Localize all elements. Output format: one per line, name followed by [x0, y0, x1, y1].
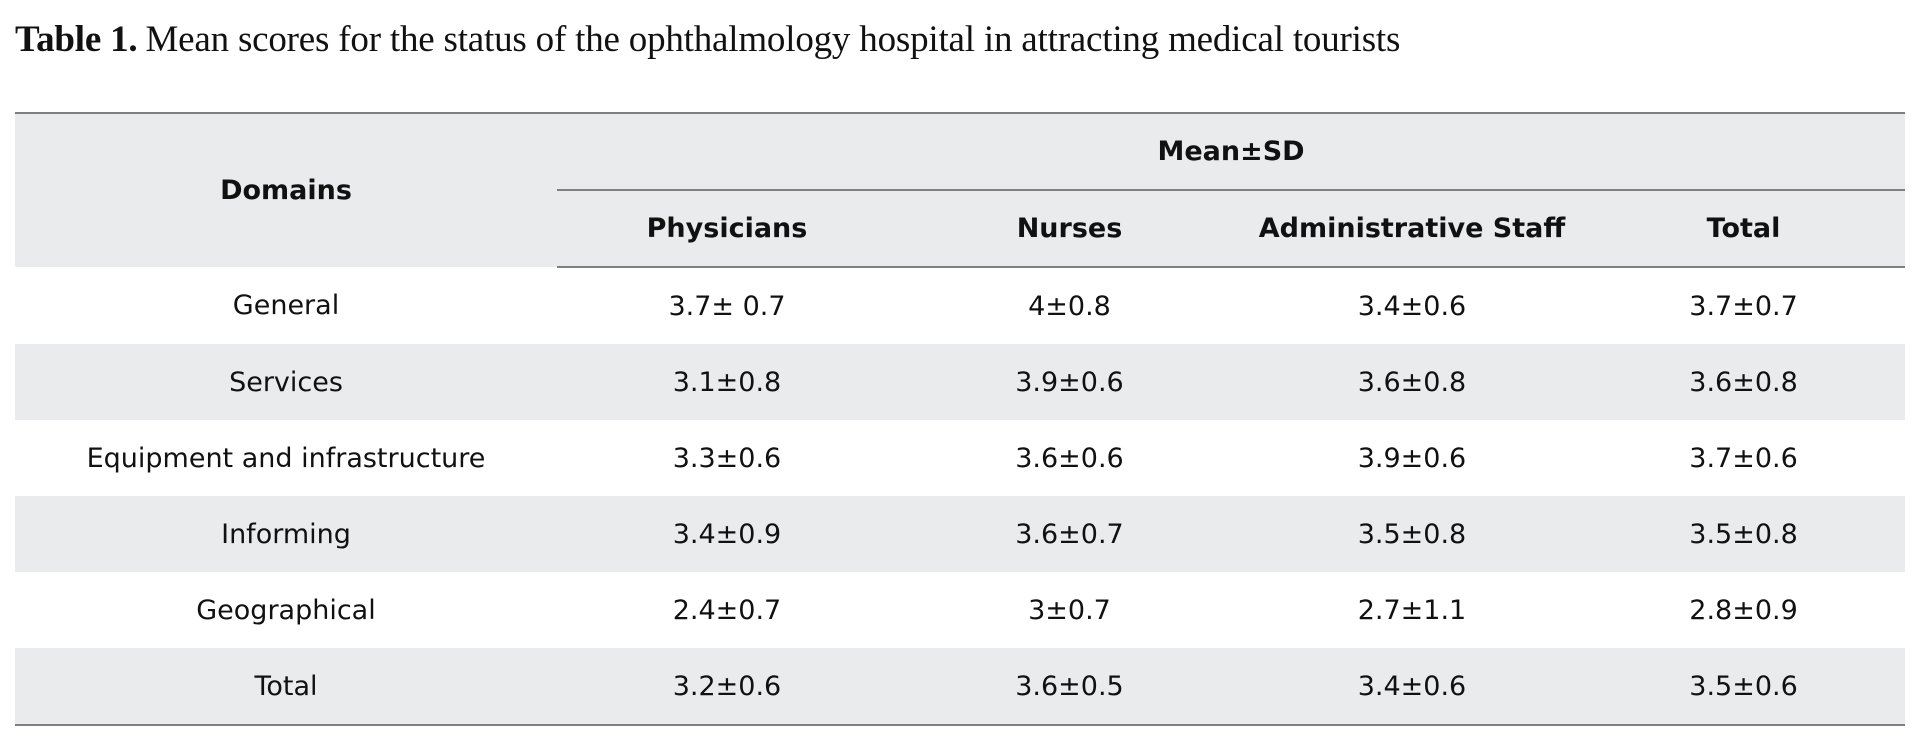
table-row: Total 3.2±0.6 3.6±0.5 3.4±0.6 3.5±0.6 — [15, 648, 1906, 725]
value-cell: 4±0.8 — [897, 267, 1242, 344]
value-cell: 2.8±0.9 — [1582, 572, 1906, 648]
value-cell: 3±0.7 — [897, 572, 1242, 648]
header-physicians: Physicians — [557, 190, 897, 268]
value-cell: 3.7±0.6 — [1582, 420, 1906, 496]
header-nurses: Nurses — [897, 190, 1242, 268]
value-cell: 3.3±0.6 — [557, 420, 897, 496]
value-cell: 3.1±0.8 — [557, 344, 897, 420]
value-cell: 3.4±0.9 — [557, 496, 897, 572]
value-cell: 3.5±0.8 — [1582, 496, 1906, 572]
domain-cell: General — [15, 267, 557, 344]
table-row: Informing 3.4±0.9 3.6±0.7 3.5±0.8 3.5±0.… — [15, 496, 1906, 572]
value-cell: 3.4±0.6 — [1242, 267, 1582, 344]
value-cell: 3.6±0.5 — [897, 648, 1242, 725]
value-cell: 3.7±0.7 — [1582, 267, 1906, 344]
caption-label: Table 1. — [15, 19, 138, 60]
value-cell: 3.9±0.6 — [1242, 420, 1582, 496]
table-row: Equipment and infrastructure 3.3±0.6 3.6… — [15, 420, 1906, 496]
header-administrative-staff: Administrative Staff — [1242, 190, 1582, 268]
value-cell: 3.5±0.8 — [1242, 496, 1582, 572]
domain-cell: Equipment and infrastructure — [15, 420, 557, 496]
header-total: Total — [1582, 190, 1906, 268]
table-caption: Table 1. Mean scores for the status of th… — [15, 18, 1400, 61]
table-row: General 3.7± 0.7 4±0.8 3.4±0.6 3.7±0.7 — [15, 267, 1906, 344]
domain-cell: Services — [15, 344, 557, 420]
value-cell: 3.6±0.8 — [1242, 344, 1582, 420]
value-cell: 2.4±0.7 — [557, 572, 897, 648]
domain-cell: Geographical — [15, 572, 557, 648]
table-body: General 3.7± 0.7 4±0.8 3.4±0.6 3.7±0.7 S… — [15, 267, 1906, 725]
table-row: Services 3.1±0.8 3.9±0.6 3.6±0.8 3.6±0.8 — [15, 344, 1906, 420]
domain-cell: Total — [15, 648, 557, 725]
header-domains: Domains — [15, 113, 557, 267]
value-cell: 3.5±0.6 — [1582, 648, 1906, 725]
caption-text: Mean scores for the status of the ophtha… — [145, 19, 1401, 60]
value-cell: 3.6±0.7 — [897, 496, 1242, 572]
value-cell: 3.4±0.6 — [1242, 648, 1582, 725]
value-cell: 3.7± 0.7 — [557, 267, 897, 344]
value-cell: 3.2±0.6 — [557, 648, 897, 725]
header-mean-sd: Mean±SD — [557, 113, 1906, 191]
value-cell: 3.9±0.6 — [897, 344, 1242, 420]
value-cell: 3.6±0.6 — [897, 420, 1242, 496]
value-cell: 2.7±1.1 — [1242, 572, 1582, 648]
table-row: Geographical 2.4±0.7 3±0.7 2.7±1.1 2.8±0… — [15, 572, 1906, 648]
table-header: Domains Mean±SD Physicians Nurses Admini… — [15, 113, 1906, 268]
value-cell: 3.6±0.8 — [1582, 344, 1906, 420]
domain-cell: Informing — [15, 496, 557, 572]
results-table: Domains Mean±SD Physicians Nurses Admini… — [15, 112, 1906, 726]
